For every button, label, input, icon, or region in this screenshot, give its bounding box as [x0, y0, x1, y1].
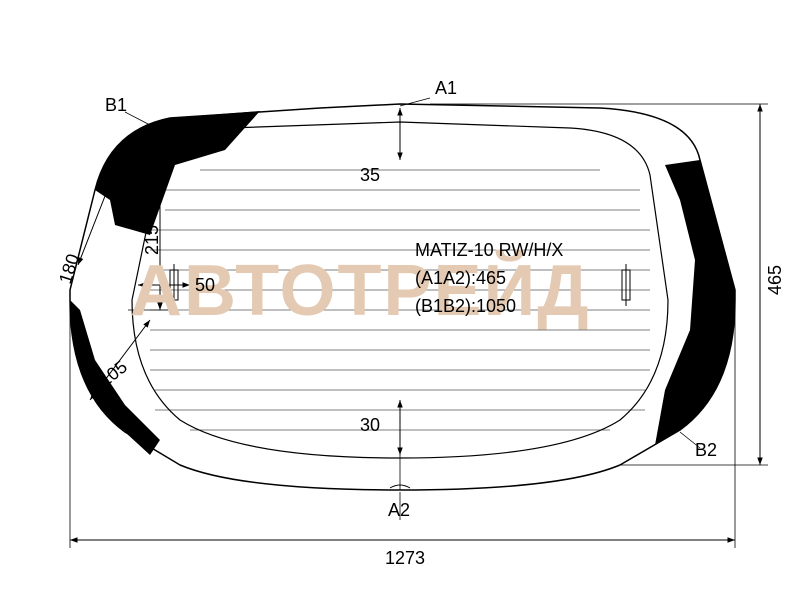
measure-top-inner: 35 [360, 165, 380, 186]
measure-right-height: 465 [765, 265, 786, 295]
label-A2: A2 [388, 500, 410, 521]
diagram-stage: АВТОТРЕЙД A1 A2 B1 B2 MATIZ-10 RW/H/X (A… [0, 0, 800, 600]
measure-left-inner: 50 [195, 275, 215, 296]
label-B2: B2 [695, 440, 717, 461]
dim-A1A2: (A1A2):465 [415, 268, 506, 289]
dim-B1B2: (B1B2):1050 [415, 296, 516, 317]
measure-total-width: 1273 [385, 548, 425, 569]
measure-bottom-inner: 30 [360, 415, 380, 436]
measure-left-vert: 215 [142, 225, 163, 255]
label-B1: B1 [105, 95, 127, 116]
part-code: MATIZ-10 RW/H/X [415, 240, 563, 261]
label-A1: A1 [435, 78, 457, 99]
